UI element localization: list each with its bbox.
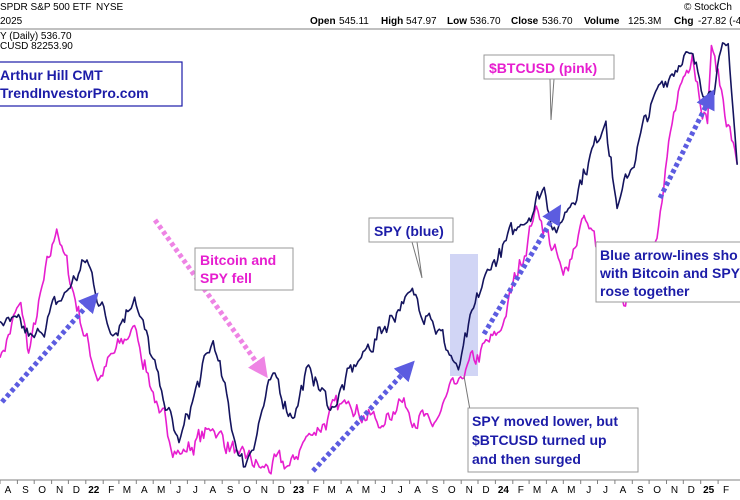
x-tick-label: F <box>108 485 114 496</box>
x-tick-label: 25 <box>703 485 715 496</box>
x-tick-label: O <box>653 485 661 496</box>
x-tick-label: J <box>603 485 608 496</box>
volume-label: Volume <box>584 16 620 27</box>
chg-value: -27.82 (-4 <box>698 16 740 27</box>
x-tick-label: D <box>482 485 489 496</box>
x-tick-label: N <box>56 485 63 496</box>
rise-arrow-4 <box>657 89 715 200</box>
volume-value: 125.3M <box>628 16 661 27</box>
x-tick-label: A <box>346 485 353 496</box>
chart-date: 2025 <box>0 16 23 27</box>
rise-arrow-2 <box>311 360 415 473</box>
x-tick-label: A <box>551 485 558 496</box>
x-tick-label: M <box>328 485 336 496</box>
fell-text-1: Bitcoin and <box>200 252 276 268</box>
open-label: Open <box>310 16 336 27</box>
x-tick-label: N <box>671 485 678 496</box>
moved-text-1: SPY moved lower, but <box>472 413 618 429</box>
arrows-text-1: Blue arrow-lines sho <box>600 247 738 263</box>
x-tick-label: A <box>141 485 148 496</box>
x-tick-label: S <box>637 485 644 496</box>
author-site: TrendInvestorPro.com <box>0 85 149 101</box>
x-tick-label: J <box>586 485 591 496</box>
fell-text-2: SPY fell <box>200 270 252 286</box>
legend: Y (Daily) 536.70 CUSD 82253.90 <box>0 31 73 52</box>
x-tick-label: J <box>381 485 386 496</box>
x-tick-label: S <box>22 485 29 496</box>
fall-arrow <box>152 218 268 379</box>
x-tick-label: F <box>723 485 729 496</box>
close-value: 536.70 <box>542 16 573 27</box>
exchange: NYSE <box>96 2 124 13</box>
x-tick-label: A <box>620 485 627 496</box>
btc-callout: $BTCUSD (pink) <box>483 54 615 121</box>
x-tick-label: 22 <box>88 485 100 496</box>
x-tick-label: F <box>518 485 524 496</box>
chg-label: Chg <box>674 16 693 27</box>
x-tick-label: M <box>533 485 541 496</box>
symbol-name: SPDR S&P 500 ETF <box>0 2 92 13</box>
chart-header: SPDR S&P 500 ETF NYSE © StockCh 2025 Ope… <box>0 2 740 27</box>
rise-arrow-1 <box>0 292 99 404</box>
x-tick-label: S <box>227 485 234 496</box>
x-tick-label: M <box>123 485 131 496</box>
x-tick-label: O <box>243 485 251 496</box>
x-tick-label: J <box>398 485 403 496</box>
x-tick-label: S <box>432 485 439 496</box>
x-tick-label: N <box>466 485 473 496</box>
x-tick-label: O <box>448 485 456 496</box>
x-tick-label: D <box>73 485 80 496</box>
close-label: Close <box>511 16 539 27</box>
arrows-text-2: with Bitcoin and SPY <box>599 265 740 281</box>
x-tick-label: 24 <box>498 485 510 496</box>
legend-btc: CUSD 82253.90 <box>0 41 73 52</box>
x-tick-label: M <box>567 485 575 496</box>
x-tick-label: J <box>176 485 181 496</box>
x-tick-label: D <box>688 485 695 496</box>
btc-series-label: $BTCUSD (pink) <box>489 60 597 76</box>
x-tick-label: A <box>5 485 12 496</box>
x-tick-label: A <box>209 485 216 496</box>
fell-callout: Bitcoin and SPY fell <box>194 247 294 291</box>
x-tick-label: M <box>157 485 165 496</box>
trend-arrows <box>0 89 715 473</box>
arrows-text-3: rose together <box>600 283 690 299</box>
moved-text-2: $BTCUSD turned up <box>472 432 607 448</box>
spy-line <box>0 42 738 468</box>
spy-callout: SPY (blue) <box>368 217 454 279</box>
moved-text-3: and then surged <box>472 451 581 467</box>
arrows-explainer: Blue arrow-lines sho with Bitcoin and SP… <box>595 241 740 303</box>
author-box: Arthur Hill CMT TrendInvestorPro.com <box>0 61 183 107</box>
x-tick-label: N <box>261 485 268 496</box>
x-tick-label: O <box>38 485 46 496</box>
x-tick-label: D <box>278 485 285 496</box>
x-tick-label: F <box>313 485 319 496</box>
x-tick-label: A <box>414 485 421 496</box>
low-value: 536.70 <box>470 16 501 27</box>
legend-spy: Y (Daily) 536.70 <box>0 31 72 42</box>
x-tick-label: 23 <box>293 485 305 496</box>
moved-callout: SPY moved lower, but $BTCUSD turned up a… <box>463 375 639 473</box>
source-credit: © StockCh <box>684 2 732 13</box>
high-label: High <box>381 16 403 27</box>
open-value: 545.11 <box>339 16 369 27</box>
author-name: Arthur Hill CMT <box>0 67 103 83</box>
high-value: 547.97 <box>406 16 437 27</box>
x-tick-label: J <box>193 485 198 496</box>
spy-series-label: SPY (blue) <box>374 223 444 239</box>
x-axis: JASOND22FMAMJJASOND23FMAMJJASOND24FMAMJJ… <box>0 480 729 496</box>
rise-arrow-3 <box>481 204 562 336</box>
x-tick-label: M <box>362 485 370 496</box>
low-label: Low <box>447 16 467 27</box>
